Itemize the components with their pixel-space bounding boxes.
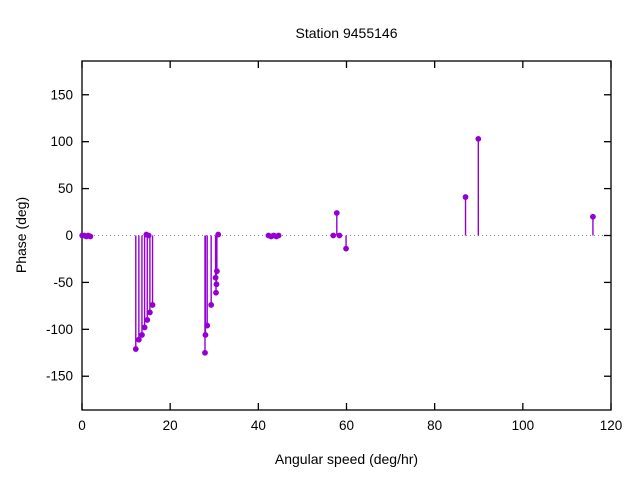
data-point (141, 324, 148, 331)
y-tick-label: 0 (65, 228, 73, 243)
data-points (79, 135, 596, 356)
y-tick-label: 150 (50, 87, 73, 102)
chart-title: Station 9455146 (295, 25, 398, 41)
x-tick-label: 20 (163, 418, 178, 433)
x-tick-label: 80 (427, 418, 442, 433)
data-point (132, 346, 139, 352)
data-point (146, 309, 153, 316)
data-point (590, 213, 596, 220)
x-tick-label: 40 (251, 418, 266, 433)
data-stems (85, 138, 594, 353)
data-point (149, 302, 156, 308)
y-tick-label: -100 (46, 322, 73, 337)
plot-area: 0 20 40 60 80 100 120 -150 -100 -50 0 50 100 150 (46, 60, 622, 433)
data-point (215, 231, 222, 238)
data-point (139, 332, 145, 338)
data-point (330, 232, 337, 239)
data-point (343, 245, 349, 252)
y-axis-ticks: -150 -100 -50 0 50 100 150 (46, 87, 611, 384)
data-point (202, 349, 208, 356)
data-point (275, 232, 282, 239)
y-axis-label: Phase (deg) (13, 196, 29, 274)
y-tick-label: 100 (50, 134, 73, 149)
y-tick-label: -50 (53, 275, 73, 290)
data-point (213, 289, 219, 296)
data-point (208, 302, 215, 308)
x-tick-label: 120 (600, 418, 623, 433)
data-point (462, 194, 469, 200)
data-point (333, 210, 340, 216)
data-point (144, 317, 151, 323)
data-point (212, 274, 219, 281)
data-point (475, 135, 482, 142)
data-point (204, 322, 211, 329)
x-tick-label: 100 (512, 418, 535, 433)
data-point (213, 281, 220, 288)
data-point (145, 232, 152, 239)
x-axis-label: Angular speed (deg/hr) (274, 451, 419, 467)
data-point (135, 336, 142, 343)
data-point (87, 233, 94, 240)
data-point (202, 332, 209, 338)
x-axis-ticks: 0 20 40 60 80 100 120 (78, 61, 622, 433)
x-tick-label: 0 (78, 418, 86, 433)
y-tick-label: -150 (46, 369, 73, 384)
x-tick-label: 60 (339, 418, 354, 433)
data-point (213, 268, 220, 275)
data-point (336, 232, 343, 239)
y-tick-label: 50 (58, 181, 73, 196)
